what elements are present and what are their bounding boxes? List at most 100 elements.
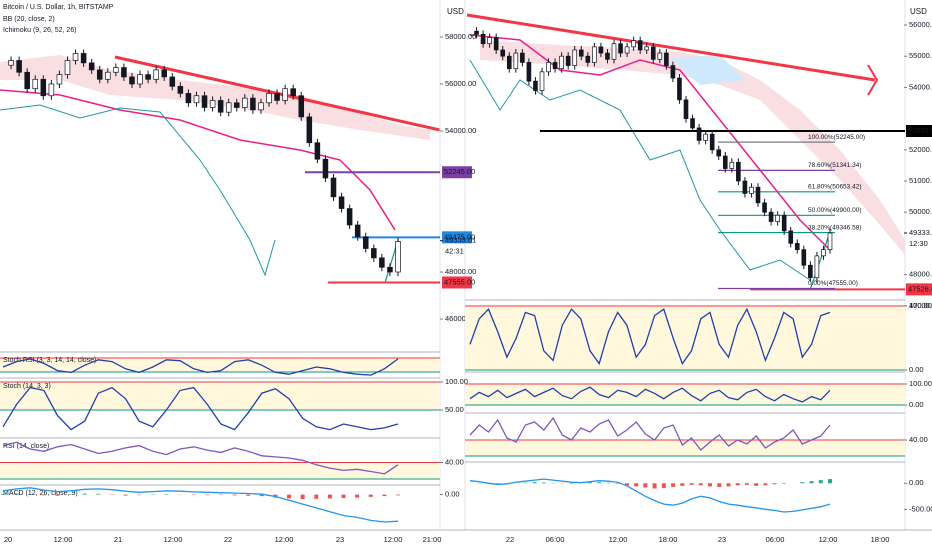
- candle: [80, 53, 87, 64]
- histogram-bar: [314, 494, 319, 499]
- histogram-bar: [763, 483, 768, 486]
- candle: [274, 93, 280, 101]
- candle: [129, 76, 135, 85]
- histogram-bar: [327, 494, 332, 499]
- time-label: 22: [506, 535, 514, 544]
- time-label: 06:00: [766, 535, 785, 544]
- price-marker-label: 47555.00: [444, 277, 475, 286]
- candle: [605, 52, 610, 60]
- histogram-bar: [717, 483, 722, 487]
- chart-title: Bitcoin / U.S. Dollar, 1h, BITSTAMP: [3, 4, 114, 11]
- price-tick-label: 48000.00: [445, 267, 476, 276]
- pane-band: [0, 382, 440, 410]
- histogram-bar: [735, 483, 740, 486]
- time-label: 23: [336, 535, 344, 544]
- price-marker-label-bg: [442, 276, 472, 289]
- indicator-line: [2, 487, 399, 523]
- candle: [742, 180, 748, 194]
- candle: [379, 257, 385, 268]
- fib-label: 38.20%(49346.58): [808, 224, 862, 231]
- histogram-bar: [96, 493, 101, 495]
- last-price-label: 49333.01: [445, 236, 476, 245]
- time-label: 12:00: [609, 535, 628, 544]
- time-label: 12:00: [54, 535, 73, 544]
- candle: [88, 62, 95, 71]
- time-label: 20: [4, 535, 12, 544]
- histogram-bar: [541, 482, 546, 484]
- candle: [306, 116, 313, 144]
- candle: [546, 62, 551, 73]
- candle: [749, 186, 754, 194]
- bb-basis: [469, 34, 831, 251]
- histogram-bar: [382, 494, 387, 497]
- candle: [526, 62, 532, 82]
- price-tick-label: 56000.00: [445, 79, 476, 88]
- candle: [559, 55, 564, 70]
- price-marker-label: 47526.63: [908, 284, 932, 293]
- histogram-bar: [532, 482, 537, 484]
- candle: [677, 77, 682, 101]
- indicator-label: BB (20, close, 2): [3, 16, 55, 23]
- price-tick-label: 46000.00: [445, 314, 476, 323]
- candle: [794, 243, 800, 250]
- candle: [193, 95, 200, 104]
- pane-tick-label: 100.00: [909, 301, 932, 310]
- candle: [722, 155, 728, 169]
- histogram-bar: [781, 483, 786, 484]
- time-label: 18:00: [871, 535, 890, 544]
- candle: [64, 60, 71, 75]
- histogram-bar: [726, 483, 731, 487]
- histogram-bar: [287, 494, 292, 499]
- candle: [217, 100, 224, 113]
- candle: [330, 177, 337, 198]
- candle: [762, 202, 767, 213]
- time-label: 22: [224, 535, 232, 544]
- candle: [788, 230, 794, 244]
- candle: [474, 30, 479, 35]
- histogram-bar: [123, 494, 128, 496]
- candle: [266, 93, 272, 104]
- histogram-bar: [246, 494, 251, 496]
- histogram-bar: [634, 483, 639, 487]
- price-tick-label: 58000.00: [445, 32, 476, 41]
- candle: [250, 97, 256, 111]
- time-label: 21:00: [423, 535, 442, 544]
- arrow-head: [867, 64, 879, 96]
- candle: [644, 46, 650, 51]
- time-label: 21: [114, 535, 122, 544]
- pane-title: Stoch RSI (3, 3, 14, 14, close): [3, 357, 96, 364]
- fib-label: 50.00%(49900.00): [808, 207, 862, 214]
- histogram-bar: [744, 483, 749, 485]
- candle: [395, 241, 401, 273]
- candle: [670, 65, 676, 79]
- candle: [96, 69, 103, 80]
- candle: [598, 46, 604, 54]
- candle: [736, 161, 741, 182]
- candle: [201, 95, 208, 108]
- histogram-bar: [341, 494, 346, 499]
- candle: [578, 49, 584, 57]
- price-marker-label-bg: [442, 166, 472, 179]
- candle: [113, 67, 119, 73]
- histogram-bar: [588, 482, 592, 484]
- histogram-bar: [597, 482, 602, 484]
- candle: [572, 49, 578, 66]
- candle: [729, 161, 735, 169]
- unit-label: USD: [910, 7, 927, 16]
- histogram-bar: [615, 483, 620, 484]
- candle: [683, 99, 689, 119]
- candle: [322, 158, 329, 179]
- histogram-bar: [41, 494, 46, 496]
- candle: [258, 102, 264, 111]
- candle: [242, 97, 248, 108]
- histogram-bar: [772, 483, 777, 485]
- histogram-bar: [809, 481, 814, 484]
- candle: [371, 248, 377, 259]
- histogram-bar: [680, 483, 685, 486]
- candle: [500, 49, 506, 57]
- price-tick-label: 50000.00: [909, 207, 932, 216]
- indicator-line: [469, 386, 831, 403]
- candle: [781, 214, 787, 232]
- price-tick-label: 54000.00: [909, 82, 932, 91]
- histogram-bar: [396, 494, 400, 496]
